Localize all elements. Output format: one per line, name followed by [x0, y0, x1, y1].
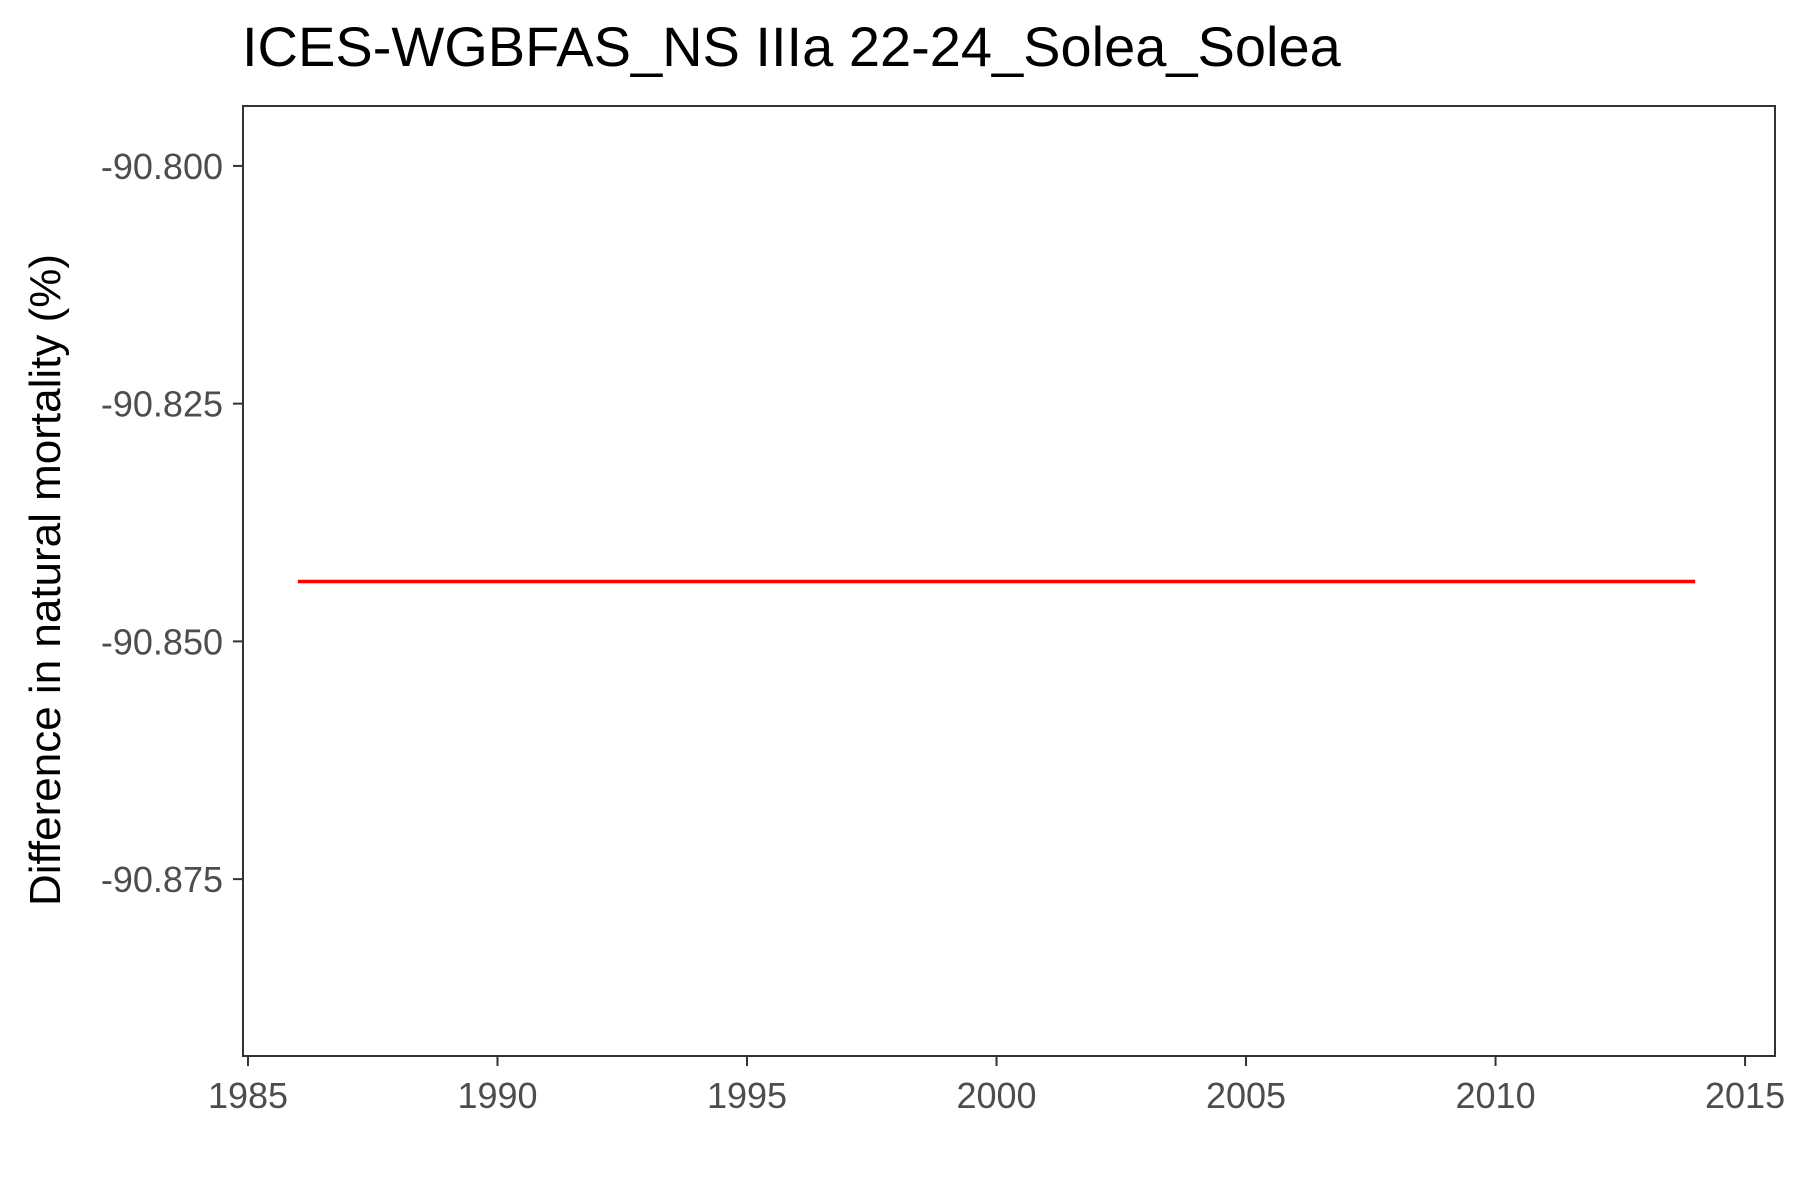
x-tick-label: 2010: [1456, 1075, 1536, 1116]
y-axis-label: Difference in natural mortality (%): [21, 254, 70, 906]
y-tick-label: -90.875: [101, 859, 223, 900]
x-tick-label: 1985: [208, 1075, 288, 1116]
plot-panel: [242, 105, 1776, 1057]
y-tick-label: -90.800: [101, 146, 223, 187]
y-axis: -90.800 -90.825 -90.850 -90.875: [101, 146, 243, 900]
y-tick-label: -90.825: [101, 384, 223, 425]
chart-title: ICES-WGBFAS_NS IIIa 22-24_Solea_Solea: [242, 15, 1342, 78]
x-tick-label: 1990: [457, 1075, 537, 1116]
x-tick-label: 2015: [1705, 1075, 1785, 1116]
x-tick-label: 2000: [956, 1075, 1036, 1116]
y-tick-label: -90.850: [101, 621, 223, 662]
x-tick-label: 1995: [707, 1075, 787, 1116]
x-axis: 1985 1990 1995 2000 2005 2010 2015: [208, 1056, 1785, 1116]
x-tick-label: 2005: [1206, 1075, 1286, 1116]
